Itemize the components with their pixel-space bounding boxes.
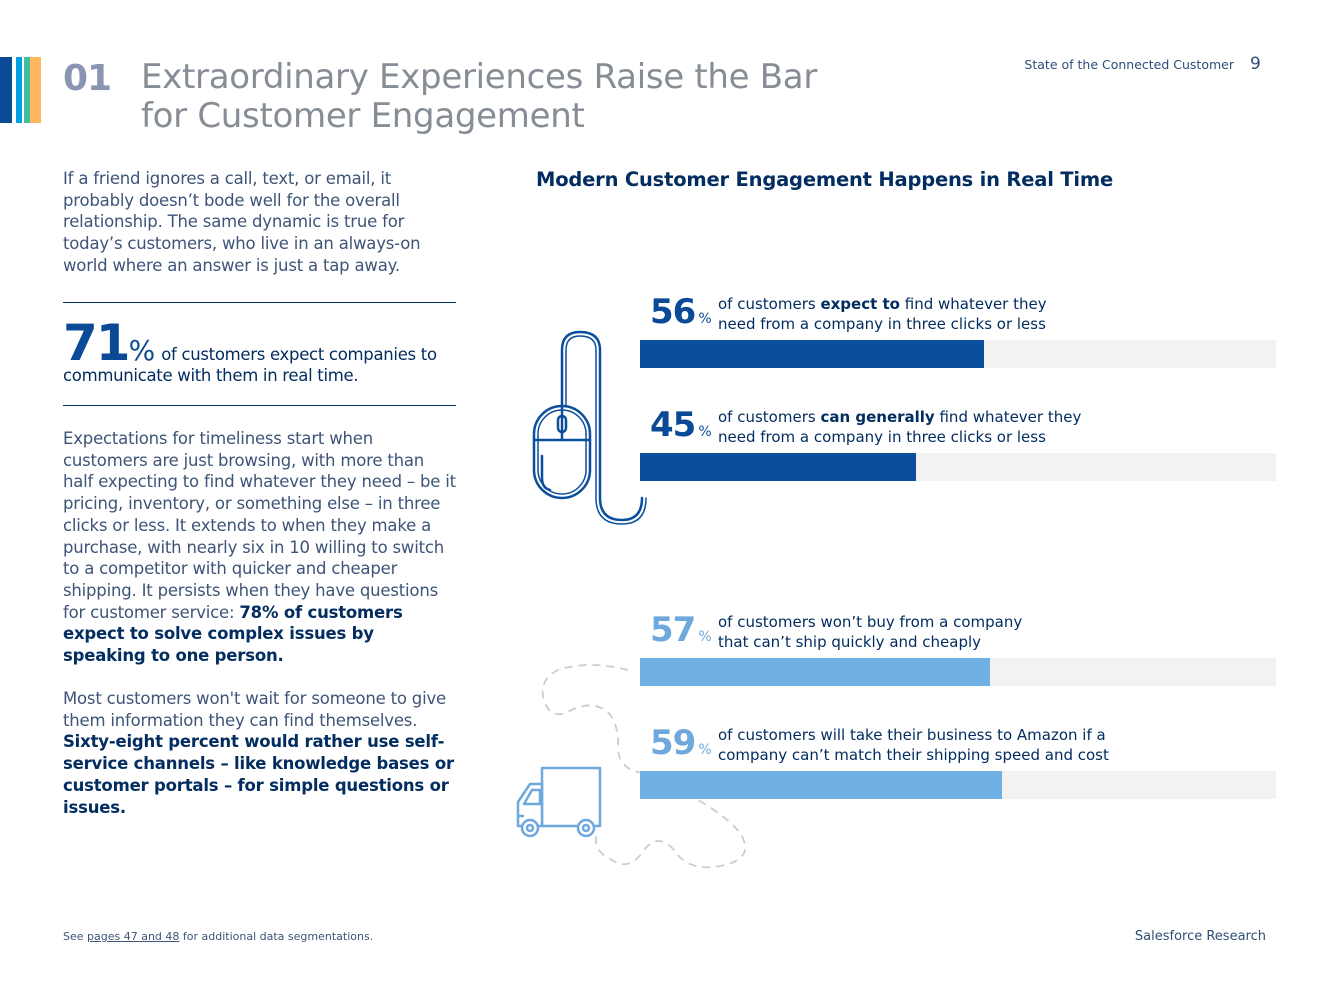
bar-label-line1: of customers won’t buy from a company xyxy=(718,612,1278,632)
body-paragraph-2-highlight: Sixty-eight percent would rather use sel… xyxy=(63,732,454,817)
bar-label-text-end: find whatever they xyxy=(899,295,1047,313)
body-paragraph-2: Most customers won't wait for someone to… xyxy=(63,688,458,818)
delivery-truck-icon xyxy=(516,664,747,869)
footnote-pages-link[interactable]: pages 47 and 48 xyxy=(87,930,180,943)
bar-value-2: 45% xyxy=(650,405,712,445)
page-title-line1: Extraordinary Experiences Raise the Bar xyxy=(141,57,818,97)
bar-fill-2 xyxy=(640,453,916,481)
bar-track-3 xyxy=(640,658,1276,686)
footnote-text-pre: See xyxy=(63,930,88,943)
headline-stat-value: 71 xyxy=(63,314,131,372)
bar-label-emphasis: expect to xyxy=(820,295,900,313)
bar-track-1 xyxy=(640,340,1276,368)
bar-value-unit: % xyxy=(698,742,712,758)
headline-stat-text: of customers expect companies to xyxy=(161,345,437,364)
body-paragraph-2-text: Most customers won't wait for someone to… xyxy=(63,689,446,730)
bar-label-text-end: find whatever they xyxy=(934,408,1082,426)
bar-value-4: 59% xyxy=(650,723,712,763)
bar-label-text: of customers xyxy=(718,295,821,313)
bar-label-3: of customers won’t buy from a company tha… xyxy=(718,612,1278,652)
body-paragraph-1-text: Expectations for timeliness start when c… xyxy=(63,429,456,622)
headline-stat: 71% of customers expect companies to comm… xyxy=(63,314,463,385)
body-paragraph-1: Expectations for timeliness start when c… xyxy=(63,428,458,667)
bar-label-text: of customers will take their business to… xyxy=(718,726,1106,744)
footnote: See pages 47 and 48 for additional data … xyxy=(63,930,373,943)
bar-label-text: of customers xyxy=(718,408,821,426)
bar-label-text: of customers won’t buy from a company xyxy=(718,613,1023,631)
headline-stat-unit: % xyxy=(128,334,156,367)
divider-top xyxy=(63,302,456,303)
section-number: 01 xyxy=(63,58,112,99)
headline-stat-text-line2: communicate with them in real time. xyxy=(63,366,359,385)
bar-value-1: 56% xyxy=(650,292,712,332)
footnote-text-post: for additional data segmentations. xyxy=(179,930,374,943)
divider-bottom xyxy=(63,405,456,406)
bar-label-2: of customers can generally find whatever… xyxy=(718,407,1278,447)
stripe-1 xyxy=(0,57,12,123)
report-name: State of the Connected Customer xyxy=(1024,57,1234,72)
page-title: Extraordinary Experiences Raise the Bar … xyxy=(141,58,861,136)
bar-label-line2: company can’t match their shipping speed… xyxy=(718,746,1109,764)
bar-label-1: of customers expect to find whatever the… xyxy=(718,294,1278,334)
bar-value-number: 59 xyxy=(650,723,696,763)
bar-value-number: 57 xyxy=(650,610,696,650)
bar-label-4: of customers will take their business to… xyxy=(718,725,1278,765)
bar-fill-1 xyxy=(640,340,984,368)
page-title-line2: for Customer Engagement xyxy=(141,96,585,136)
bar-label-line1: of customers will take their business to… xyxy=(718,725,1278,745)
bar-value-number: 45 xyxy=(650,405,696,445)
bar-value-number: 56 xyxy=(650,292,696,332)
computer-mouse-icon xyxy=(532,330,647,525)
bar-label-line1: of customers expect to find whatever the… xyxy=(718,294,1278,314)
bar-value-3: 57% xyxy=(650,610,712,650)
page-number: 9 xyxy=(1250,54,1261,74)
bar-label-line2: that can’t ship quickly and cheaply xyxy=(718,633,982,651)
bar-value-unit: % xyxy=(698,311,712,327)
bar-value-unit: % xyxy=(698,424,712,440)
intro-paragraph: If a friend ignores a call, text, or ema… xyxy=(63,169,421,275)
bar-fill-3 xyxy=(640,658,990,686)
body-paragraph-1-highlight: 78% of customers expect to solve complex… xyxy=(63,602,403,666)
bar-label-line2: need from a company in three clicks or l… xyxy=(718,315,1046,333)
bar-track-2 xyxy=(640,453,1276,481)
footer-brand: Salesforce Research xyxy=(1134,929,1266,944)
bar-value-unit: % xyxy=(698,629,712,645)
bar-label-line2: need from a company in three clicks or l… xyxy=(718,428,1046,446)
bar-label-emphasis: can generally xyxy=(820,408,935,426)
stripe-3 xyxy=(24,57,30,123)
chart-title: Modern Customer Engagement Happens in Re… xyxy=(536,168,1114,191)
stripe-2 xyxy=(16,57,22,123)
bar-fill-4 xyxy=(640,771,1002,799)
bar-track-4 xyxy=(640,771,1276,799)
bar-label-line1: of customers can generally find whatever… xyxy=(718,407,1278,427)
stripe-4 xyxy=(30,57,41,123)
